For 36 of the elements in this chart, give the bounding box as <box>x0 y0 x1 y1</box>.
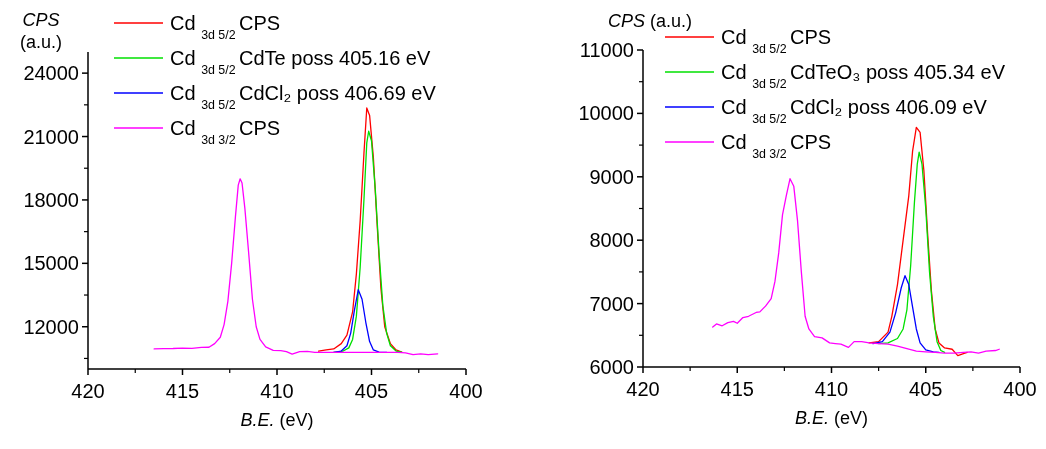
x-tick-label: 400 <box>1003 378 1037 400</box>
y-tick-label: 24000 <box>23 62 79 85</box>
y-tick-label: 9000 <box>589 165 634 188</box>
y-tick-label: 12000 <box>23 315 79 338</box>
legend-label: Cd $_{3d 3/2}$ CPS <box>170 117 281 147</box>
y-tick-label: 11000 <box>579 39 634 61</box>
y-axis-title: CPS (a.u.) <box>608 11 693 31</box>
y-tick-label: 7000 <box>589 292 634 315</box>
legend-label: Cd $_{3d 3/2}$ CPS <box>721 131 832 161</box>
legend-label: Cd $_{3d 5/2}$ CPS <box>170 12 281 42</box>
x-tick-label: 405 <box>354 380 389 402</box>
line-series <box>872 275 940 354</box>
x-axis-title: B.E. (eV) <box>794 408 869 428</box>
y-tick-label: 18000 <box>23 188 79 211</box>
legend-label: Cd $_{3d 5/2}$ CdCl₂ poss 406.09 eV <box>721 96 988 126</box>
y-tick-label: 8000 <box>589 229 634 252</box>
x-tick-label: 420 <box>626 378 660 400</box>
x-tick-label: 420 <box>71 380 105 402</box>
legend-label: Cd $_{3d 5/2}$ CdTeO₃ poss 405.34 eV <box>721 61 1006 91</box>
x-tick-label: 415 <box>165 380 200 402</box>
legend-label: Cd $_{3d 5/2}$ CdTe poss 405.16 eV <box>170 47 431 77</box>
y-tick-label: 10000 <box>578 102 634 125</box>
x-tick-label: 405 <box>909 378 943 400</box>
y-tick-label: 21000 <box>23 125 79 148</box>
line-series <box>712 178 1000 354</box>
y-axis-title: CPS (a.u.) <box>19 10 63 52</box>
x-tick-label: 400 <box>449 380 483 402</box>
line-series <box>153 178 439 356</box>
y-tick-label: 6000 <box>589 356 634 378</box>
x-axis-title: B.E. (eV) <box>240 410 314 430</box>
legend-label: Cd $_{3d 5/2}$ CdCl₂ poss 406.69 eV <box>170 82 437 112</box>
legend-label: Cd $_{3d 5/2}$ CPS <box>721 26 832 56</box>
x-tick-label: 410 <box>814 378 849 400</box>
x-tick-label: 410 <box>260 380 294 402</box>
x-tick-label: 415 <box>720 378 754 400</box>
y-tick-label: 15000 <box>23 252 79 275</box>
